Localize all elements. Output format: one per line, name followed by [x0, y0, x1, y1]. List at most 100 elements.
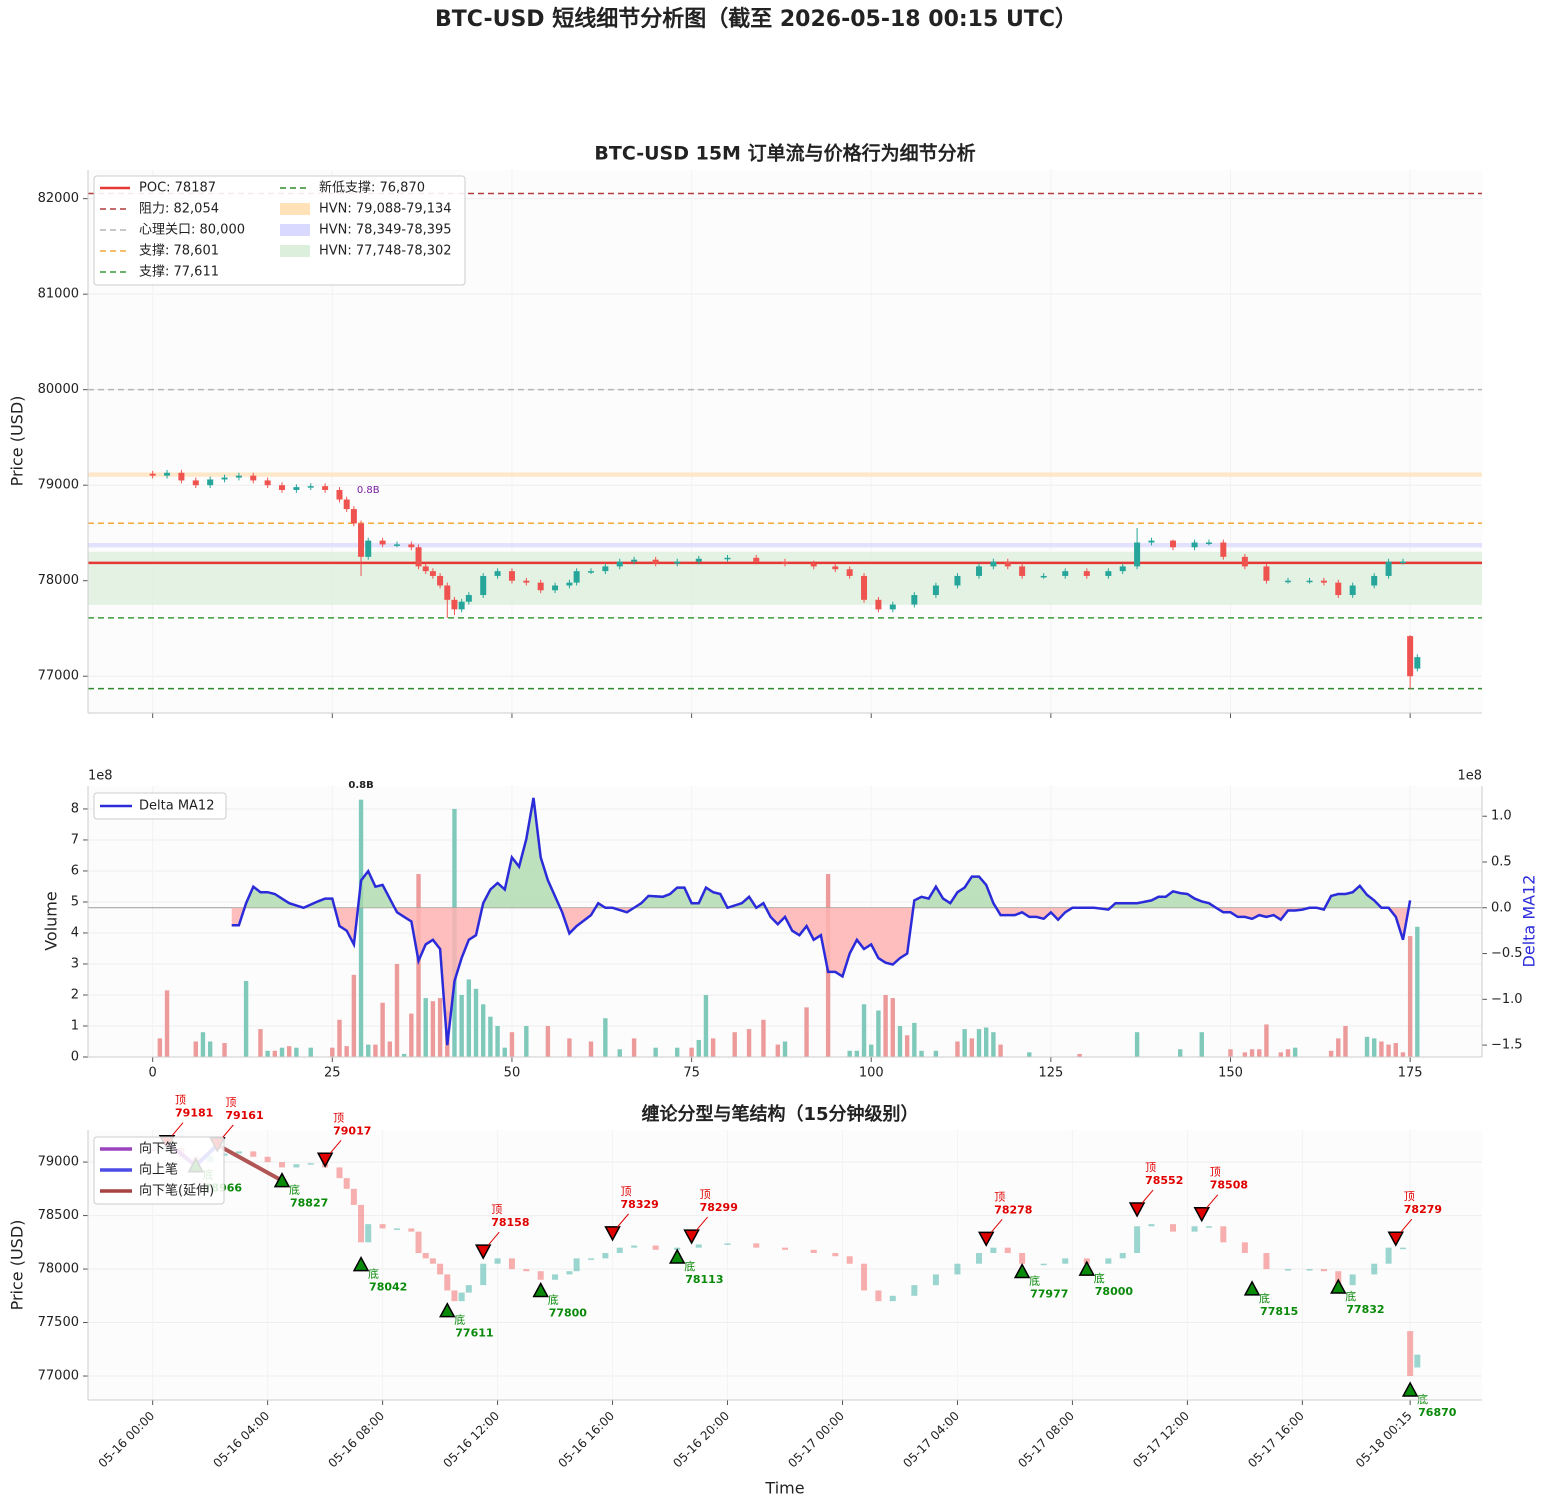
- candle-body: [724, 1243, 731, 1245]
- volume-bar: [1178, 1049, 1183, 1057]
- volume-bar: [998, 1044, 1003, 1057]
- bottom-value: 76870: [1418, 1406, 1457, 1419]
- candle-body: [1263, 566, 1270, 581]
- candle-body: [207, 479, 214, 486]
- tick-label: 5: [71, 894, 79, 909]
- tick-label: 79000: [38, 478, 79, 493]
- candle-body: [221, 477, 228, 480]
- volume-bar: [481, 1004, 486, 1057]
- volume-bar: [1228, 1049, 1233, 1057]
- candle-body: [264, 480, 271, 486]
- candle-body: [1191, 542, 1198, 548]
- volume-bar: [409, 1013, 414, 1057]
- volume-bar: [243, 981, 249, 1057]
- volume-bar: [473, 988, 479, 1057]
- volume-bar: [732, 1032, 737, 1057]
- top-value: 78278: [994, 1203, 1032, 1216]
- plot: [88, 797, 1482, 1057]
- tick-label: 2: [71, 987, 79, 1002]
- bottom-tag: 底: [1417, 1392, 1428, 1406]
- candle-body: [336, 1167, 343, 1179]
- volume-bar: [308, 1047, 313, 1057]
- candle-body: [1191, 1226, 1198, 1232]
- volume-bar: [703, 994, 709, 1057]
- candle-body: [458, 601, 465, 610]
- candle-body: [1119, 1253, 1126, 1259]
- volume-bar: [437, 998, 443, 1057]
- candle-body: [631, 559, 638, 562]
- candle-body: [250, 475, 257, 481]
- candle-body: [1004, 1247, 1011, 1254]
- volume-bar: [567, 1038, 572, 1057]
- candle-body: [1134, 542, 1141, 567]
- top-tag: 顶: [700, 1188, 711, 1201]
- volume-bar: [157, 1038, 163, 1057]
- candle-body: [954, 1263, 961, 1275]
- tick-label: 82000: [38, 191, 79, 206]
- volume-bar: [207, 1041, 213, 1057]
- candle-body: [1170, 1224, 1177, 1232]
- legend-box: [93, 175, 466, 286]
- volume-bar: [1285, 1049, 1291, 1057]
- candle-body: [573, 571, 580, 583]
- y-axis-label: Price (USD): [8, 396, 27, 487]
- candle-body: [279, 485, 286, 490]
- candle-body: [1414, 1354, 1421, 1368]
- volume-bar: [366, 1044, 371, 1057]
- candle-body: [566, 1271, 573, 1275]
- legend-label: HVN: 77,748-78,302: [319, 244, 452, 259]
- volume-bar: [1242, 1052, 1248, 1057]
- top-value: 78299: [700, 1201, 738, 1214]
- volume-bar: [861, 1004, 867, 1057]
- candle-body: [221, 1153, 228, 1156]
- candle-body: [552, 585, 559, 591]
- tick-label: 78500: [38, 1208, 79, 1223]
- candle-body: [587, 571, 594, 573]
- x-tick-label: 175: [1398, 1066, 1423, 1081]
- legend-label: 阻力: 82,054: [139, 202, 219, 217]
- volume-bar: [991, 1032, 996, 1057]
- candle-body: [1399, 561, 1406, 564]
- candle-body: [976, 566, 983, 576]
- volume-bar: [696, 1039, 701, 1057]
- volume-bar: [286, 1046, 292, 1057]
- volume-bar: [883, 994, 888, 1057]
- candle-body: [1263, 1253, 1270, 1270]
- figure-title: BTC-USD 短线细节分析图（截至 2026-05-18 00:15 UTC）: [435, 6, 1077, 32]
- candle-body: [832, 1253, 839, 1257]
- candle-body: [782, 561, 788, 564]
- candle-body: [358, 1204, 365, 1243]
- candle-body: [508, 571, 515, 581]
- candle-body: [343, 499, 350, 510]
- candle-body: [1284, 1269, 1291, 1271]
- volume-bar: [488, 1016, 493, 1057]
- candle-body: [1119, 566, 1126, 572]
- delta-line: [231, 797, 1412, 1046]
- candle-body: [631, 1245, 638, 1248]
- candle-body: [1134, 1226, 1141, 1254]
- top-marker: [1193, 1206, 1211, 1223]
- bottom-value: 78042: [369, 1281, 407, 1294]
- tick-label: 77500: [38, 1315, 79, 1330]
- candle-body: [1205, 542, 1212, 545]
- candle-body: [480, 1263, 487, 1286]
- annotation-arrow: [1206, 1194, 1219, 1209]
- y-axis-label: Price (USD): [8, 1220, 27, 1311]
- volume-bar: [675, 1047, 680, 1057]
- volume-bar: [710, 1038, 716, 1057]
- candle-body: [293, 487, 300, 490]
- candle-body: [444, 585, 451, 600]
- bottom-value: 78827: [290, 1197, 328, 1210]
- candle-body: [494, 1258, 501, 1264]
- candle-body: [1320, 1269, 1327, 1272]
- top-marker: [1387, 1231, 1405, 1247]
- offset-label: 1e8: [1457, 769, 1482, 784]
- volume-bar: [193, 1041, 198, 1057]
- tick-label: 77000: [38, 669, 79, 684]
- candle-body: [1062, 1258, 1069, 1264]
- annotation-arrow: [329, 1139, 342, 1154]
- candle-body: [889, 604, 896, 610]
- candle-body: [832, 566, 839, 570]
- candle-body: [875, 599, 882, 610]
- x-axis-label: Time: [764, 1479, 804, 1498]
